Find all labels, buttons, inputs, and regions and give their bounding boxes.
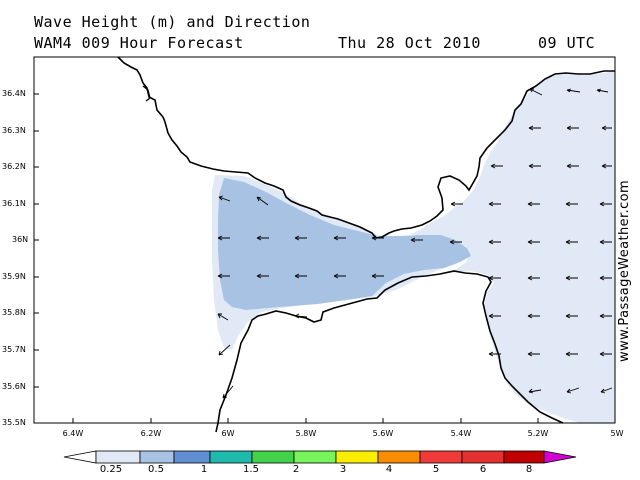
- colorbar-label: 0.25: [99, 464, 123, 475]
- lon-ticks: [72, 418, 539, 423]
- model-label: WAM4 009 Hour Forecast: [34, 34, 244, 52]
- lon-label: 6.4W: [62, 429, 84, 438]
- lat-label: 36.3N: [2, 126, 26, 135]
- lat-label: 36.4N: [2, 89, 26, 98]
- lat-label: 35.6N: [2, 382, 26, 391]
- lat-label: 36N: [12, 235, 29, 244]
- colorbar-label: 2: [292, 464, 300, 475]
- colorbar-label: 1: [200, 464, 208, 475]
- colorbar-label: 3: [339, 464, 347, 475]
- lat-label: 36.1N: [2, 199, 26, 208]
- colorbar-label: 5: [432, 464, 440, 475]
- wave-direction-arrows: [217, 88, 613, 399]
- lat-label: 35.5N: [2, 418, 26, 427]
- wave-zone-mid: [218, 178, 471, 310]
- wave-zone-low-east: [410, 70, 615, 423]
- colorbar-label: 0.5: [148, 464, 164, 475]
- lat-label: 35.9N: [2, 272, 26, 281]
- lon-label: 6.2W: [140, 429, 162, 438]
- forecast-date: Thu 28 Oct 2010: [338, 34, 481, 52]
- colorbar-label: 8: [525, 464, 533, 475]
- watermark-text: www.PassageWeather.com: [617, 179, 632, 362]
- lon-label: 5W: [610, 429, 624, 438]
- lon-label: 5.6W: [372, 429, 394, 438]
- colorbar-label: 4: [385, 464, 393, 475]
- lat-ticks: [34, 93, 39, 388]
- lat-label: 35.7N: [2, 345, 26, 354]
- coastline-south: [217, 270, 564, 424]
- colorbar-label: 1.5: [243, 464, 259, 475]
- lat-label: 35.8N: [2, 308, 26, 317]
- colorbar-label: 6: [479, 464, 487, 475]
- coastline-north: [117, 56, 615, 239]
- forecast-time: 09 UTC: [538, 34, 596, 52]
- lon-label: 5.4W: [450, 429, 472, 438]
- lat-label: 36.2N: [2, 162, 26, 171]
- chart-title: Wave Height (m) and Direction: [34, 13, 311, 31]
- lon-label: 5.8W: [295, 429, 317, 438]
- lon-label: 5.2W: [527, 429, 549, 438]
- colorbar: [63, 450, 577, 464]
- lon-label: 6W: [221, 429, 235, 438]
